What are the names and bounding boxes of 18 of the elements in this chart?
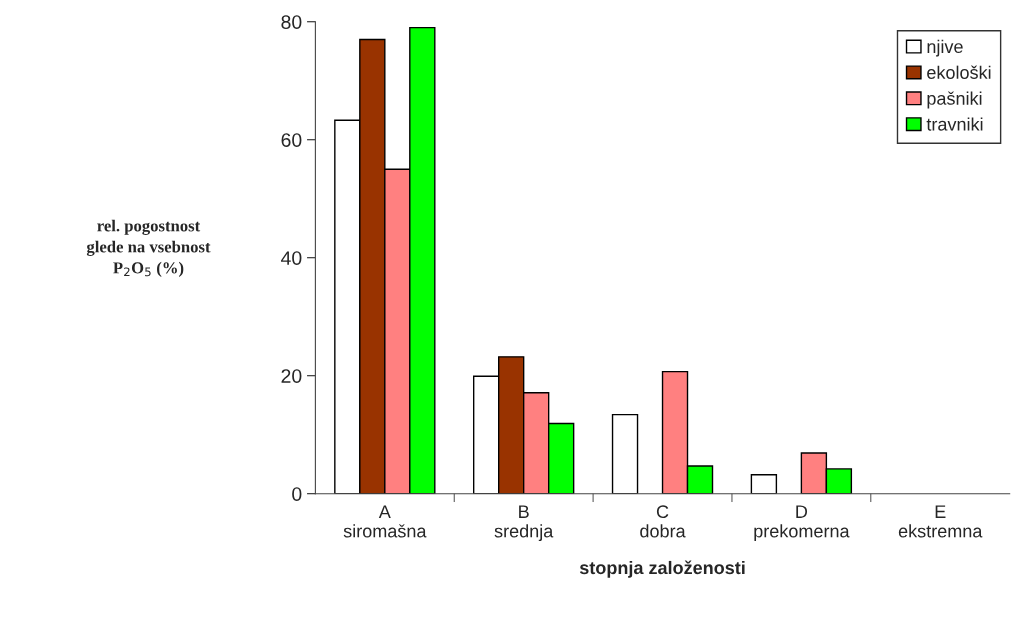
x-tick-label: A siromašna xyxy=(343,505,427,538)
y-tick-label: 60 xyxy=(281,133,302,147)
y-axis-title: rel. pogostnost glede na vsebnost P$_{2}$O$_{5}$ (%) xyxy=(86,219,211,277)
x-axis-title: stopnja založenosti xyxy=(579,560,745,578)
legend-label: travniki xyxy=(926,117,983,131)
y-tick-label: 20 xyxy=(281,369,302,383)
legend-label: pašniki xyxy=(927,91,982,109)
x-tick-label: E ekstremna xyxy=(898,505,983,538)
legend-label: njive xyxy=(927,39,963,57)
x-tick-label: C dobra xyxy=(640,505,686,538)
y-tick-label: 40 xyxy=(281,251,302,265)
y-tick-label: 80 xyxy=(281,15,302,29)
y-tick-label: 0 xyxy=(292,487,302,501)
x-tick-label: B srednja xyxy=(494,505,554,542)
x-tick-label: D prekomerna xyxy=(754,505,850,542)
legend-label: ekološki xyxy=(927,65,991,79)
bar xyxy=(611,413,639,494)
bar xyxy=(750,474,778,494)
